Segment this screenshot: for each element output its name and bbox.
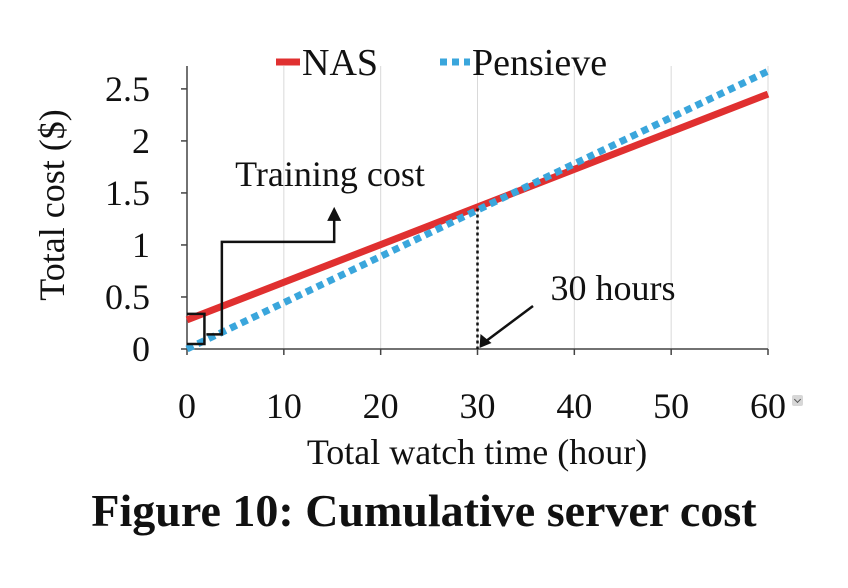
x-axis-label: Total watch time (hour) [307, 432, 647, 472]
legend-label-nas: NAS [302, 42, 378, 84]
y-axis-label: Total cost ($) [32, 109, 72, 300]
chevron-down-icon [792, 395, 803, 406]
y-tick-labels: 0 0.5 1 1.5 2 2.5 [105, 69, 150, 369]
x-tick-label: 60 [750, 386, 786, 426]
x-tick-label: 40 [556, 386, 592, 426]
x-tick-label: 20 [363, 386, 399, 426]
arrow-down-icon [479, 334, 492, 348]
x-tick-labels: 0 10 20 30 40 50 60 [178, 386, 786, 426]
x-tick-label: 30 [460, 386, 496, 426]
thirty-hours-leader [482, 304, 534, 345]
annotations: Training cost 30 hours [187, 154, 676, 349]
figure-caption: Figure 10: Cumulative server cost [91, 485, 757, 536]
grid [283, 66, 769, 349]
x-tick-label: 50 [653, 386, 689, 426]
y-tick-label: 0.5 [105, 277, 150, 317]
training-cost-bracket-small [187, 312, 206, 346]
series-line-nas [185, 90, 770, 324]
legend: NAS Pensieve [276, 42, 607, 84]
annotation-30-hours: 30 hours [551, 268, 676, 308]
y-tick-label: 2 [132, 121, 150, 161]
series-lines [185, 68, 770, 353]
y-tick-label: 1.5 [105, 173, 150, 213]
y-tick-label: 1 [132, 225, 150, 265]
x-tick-label: 10 [266, 386, 302, 426]
arrow-up-icon [327, 206, 342, 221]
training-cost-leader [206, 216, 336, 336]
chart-svg: 0 0.5 1 1.5 2 2.5 0 10 20 30 40 50 60 Training cost… [32, 42, 786, 472]
x-tick-label: 0 [178, 386, 196, 426]
y-tick-label: 2.5 [105, 69, 150, 109]
y-tick-label: 0 [132, 329, 150, 369]
annotation-training-cost: Training cost [235, 154, 425, 194]
legend-label-pensieve: Pensieve [472, 42, 607, 84]
